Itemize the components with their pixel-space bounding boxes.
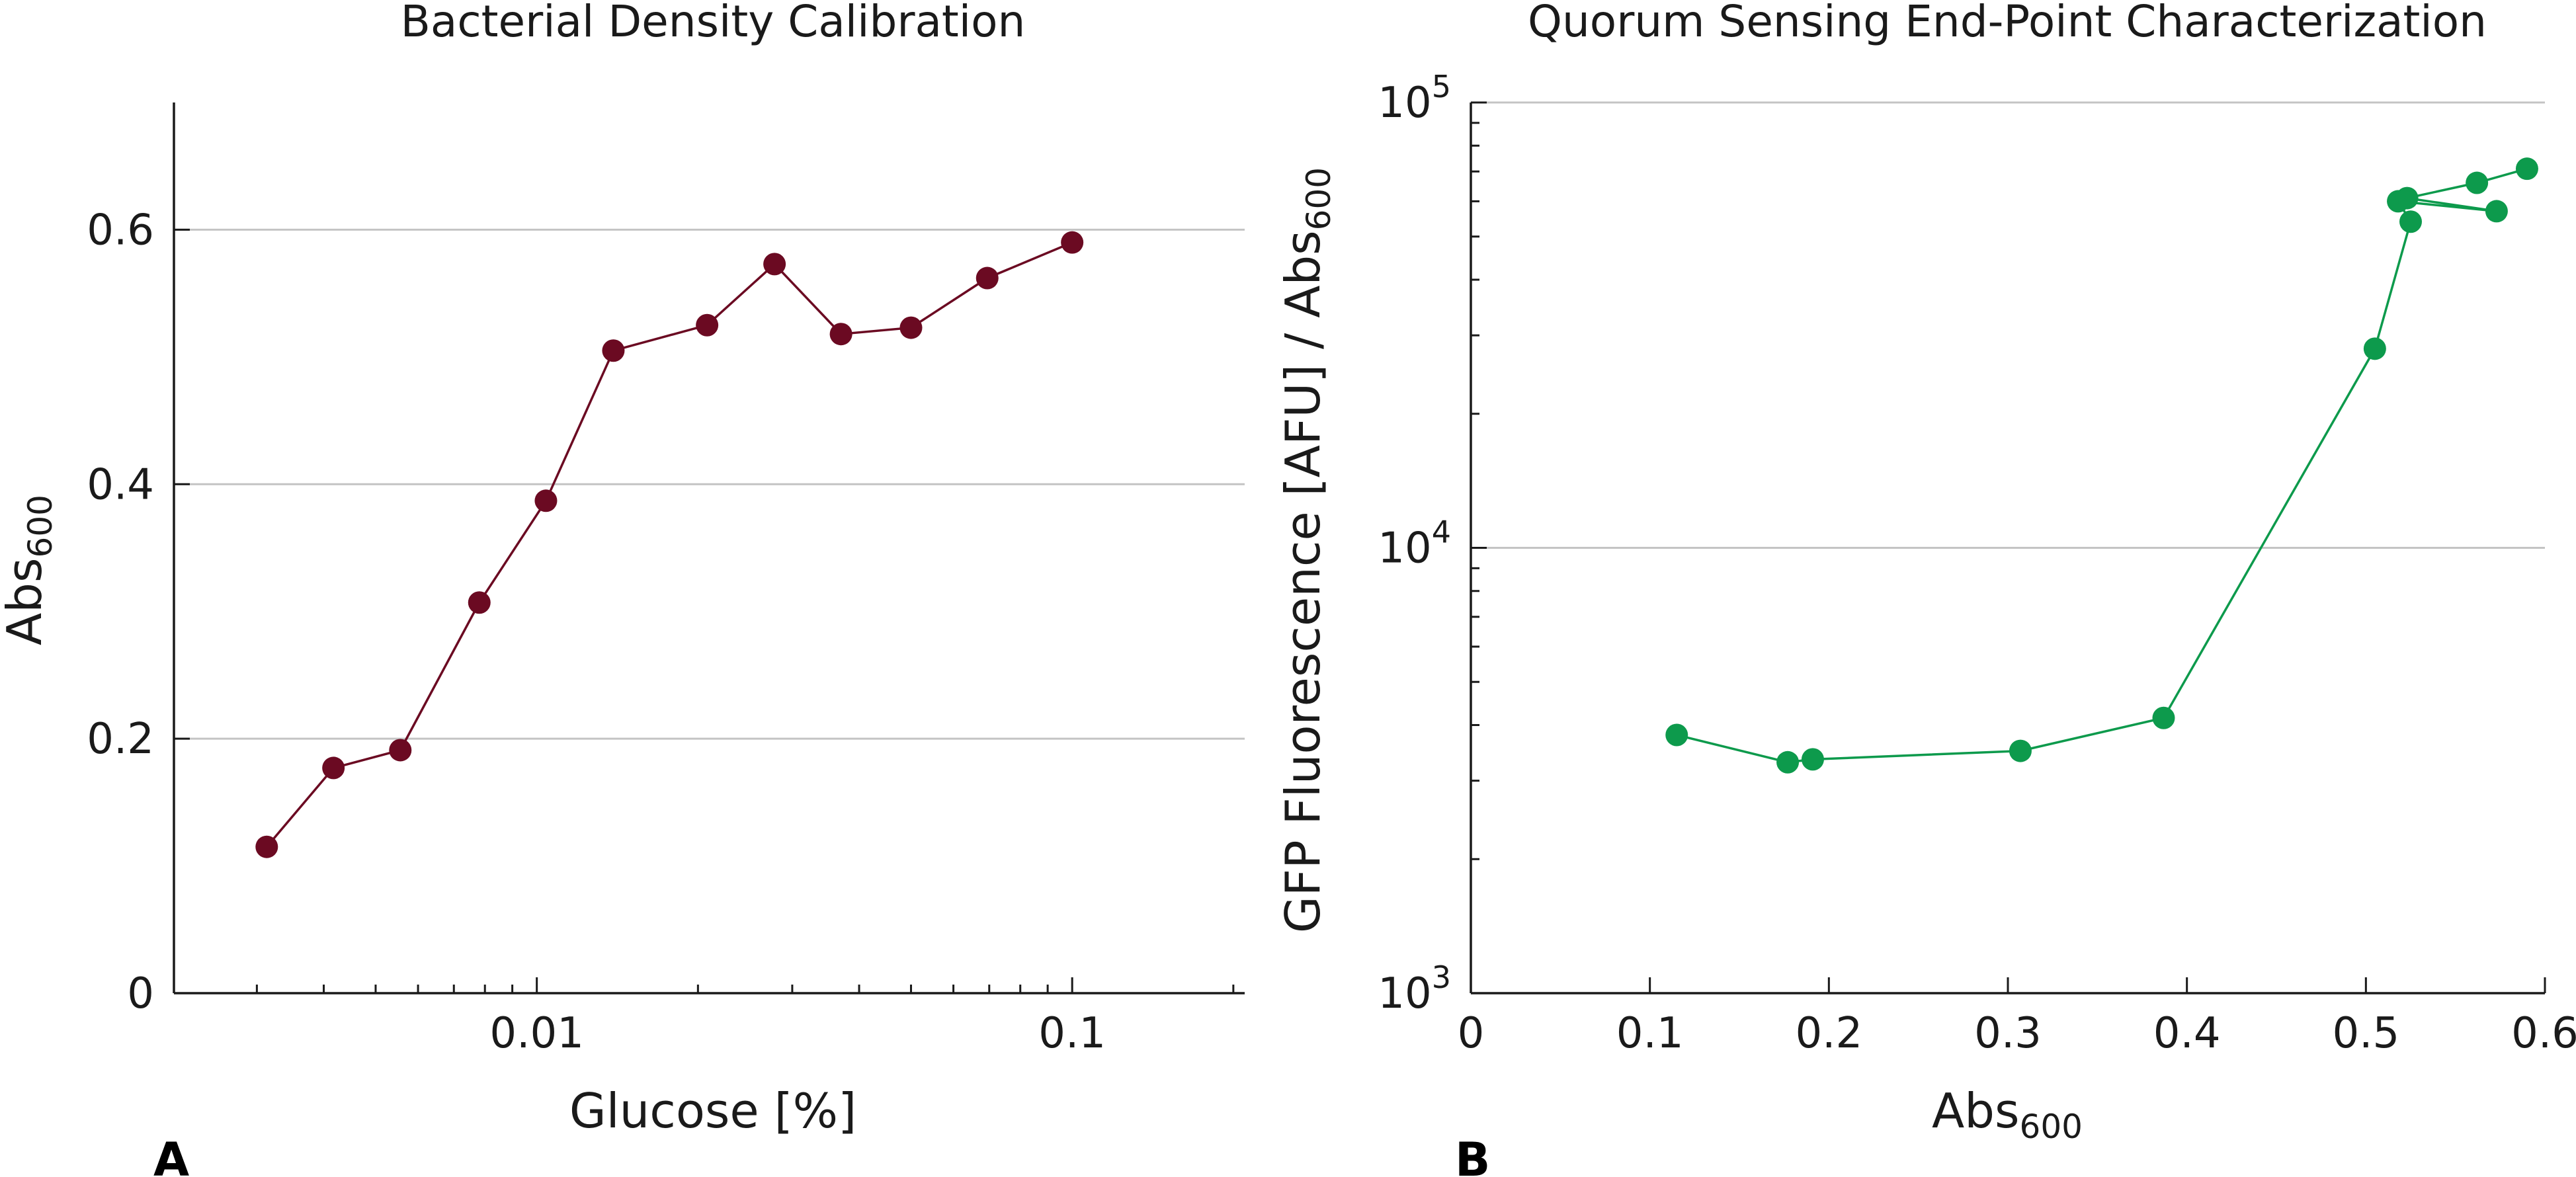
chart-b-data-point — [2152, 706, 2175, 729]
chart-b-data-point — [1665, 723, 1688, 747]
chart-a-data-point — [468, 591, 491, 614]
chart-b-ylabel-main: GFP Fluorescence [AFU] / Abs — [1275, 230, 1331, 933]
chart-a-series-line — [265, 241, 1073, 848]
chart-a-ytick-label: 0.2 — [87, 715, 154, 764]
chart-b-xlabel-main: Abs — [1932, 1083, 2019, 1139]
chart-b-data-point — [2399, 210, 2422, 233]
chart-a-title: Bacterial Density Calibration — [401, 0, 1026, 47]
chart-a-data-point — [534, 489, 558, 512]
chart-b-data-point — [2395, 186, 2419, 210]
chart-b-ytick-base: 10 — [1378, 79, 1431, 128]
chart-a-ytick-label: 0 — [127, 969, 154, 1018]
chart-b-ytick-exp: 3 — [1432, 959, 1451, 995]
chart-b-xtick-label: 0.2 — [1795, 1009, 1862, 1058]
chart-b-data-point — [2009, 739, 2032, 762]
chart-a-xlabel: Glucose [%] — [569, 1083, 856, 1139]
chart-b-title: Quorum Sensing End-Point Characterizatio… — [1528, 0, 2487, 47]
chart-a-ylabel-main: Abs — [0, 557, 52, 645]
chart-a-ytick-label: 0.6 — [87, 206, 154, 255]
chart-b-data-point — [2485, 200, 2508, 223]
chart-b-series-line — [1676, 167, 2528, 764]
chart-a-data-point — [602, 339, 625, 362]
chart-b-data-point — [2466, 171, 2489, 194]
chart-a-ytick-label: 0.4 — [87, 460, 154, 509]
chart-a-data-point — [1061, 231, 1084, 254]
chart-a-data-point — [389, 739, 412, 762]
chart-a-data-point — [696, 313, 719, 337]
chart-b-ylabel-sub: 600 — [1300, 167, 1338, 230]
chart-a-data-point — [899, 316, 923, 339]
chart-b-data-point — [1776, 751, 1800, 774]
chart-a-ylabel-sub: 600 — [21, 495, 60, 557]
panel-b-label: B — [1455, 1133, 1490, 1177]
chart-b-xtick-label: 0.6 — [2511, 1009, 2576, 1058]
chart-a-data-point — [255, 835, 278, 858]
chart-b-data-point — [2515, 157, 2538, 181]
chart-a-xtick-label: 0.01 — [489, 1009, 584, 1058]
chart-a-data-point — [976, 266, 999, 290]
chart-b-xtick-label: 0 — [1458, 1009, 1485, 1058]
chart-b-ytick-label: 103 — [1378, 959, 1451, 1018]
chart-b-ytick-base: 10 — [1378, 969, 1431, 1018]
chart-a-data-point — [829, 323, 852, 346]
chart-b-xtick-label: 0.5 — [2332, 1009, 2399, 1058]
chart-a-xtick-label: 0.1 — [1038, 1009, 1106, 1058]
chart-a-ylabel: Abs600 — [0, 495, 60, 645]
chart-b-ytick-base: 10 — [1378, 524, 1431, 573]
chart-b-xtick-label: 0.4 — [2153, 1009, 2221, 1058]
chart-b-ytick-exp: 5 — [1432, 69, 1451, 104]
chart-b-xtick-label: 0.1 — [1616, 1009, 1684, 1058]
chart-b-data-point — [2363, 337, 2386, 360]
chart-b-data-point — [1801, 748, 1824, 771]
chart-b-xlabel: Abs600 — [1932, 1083, 2083, 1146]
chart-a-data-point — [763, 253, 786, 276]
chart-b-ytick-label: 104 — [1378, 514, 1451, 573]
panel-a-label: A — [153, 1133, 189, 1177]
chart-a-data-point — [322, 756, 345, 780]
chart-b-ytick-exp: 4 — [1432, 514, 1451, 550]
chart-b-xtick-label: 0.3 — [1974, 1009, 2042, 1058]
chart-b-ylabel: GFP Fluorescence [AFU] / Abs600 — [1275, 167, 1338, 933]
chart-b-xlabel-sub: 600 — [2020, 1108, 2083, 1146]
chart-b-ytick-label: 105 — [1378, 69, 1451, 128]
